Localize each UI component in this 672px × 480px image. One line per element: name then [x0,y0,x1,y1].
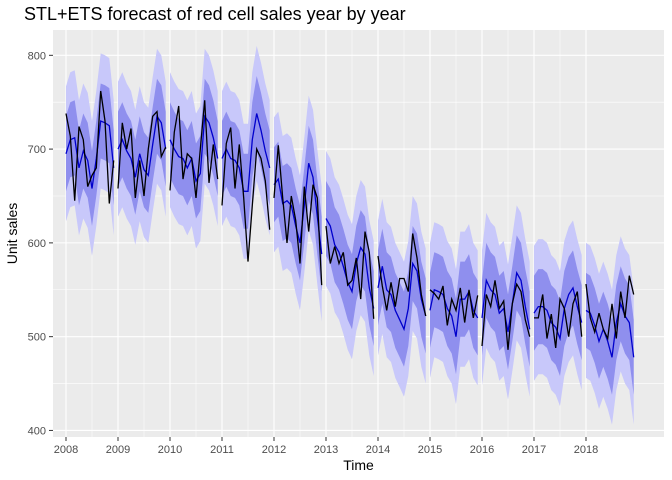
forecast-line [169,114,219,183]
y-axis-title: Unit sales [4,203,20,264]
x-tick-label: 2011 [210,444,234,456]
actual-line [117,110,167,198]
actual-line [325,225,375,319]
actual-line [273,145,323,286]
x-tick-label: 2018 [574,444,598,456]
x-tick-label: 2009 [106,444,130,456]
band-80 [66,83,114,226]
y-tick-label: 500 [28,332,46,344]
actual-line [481,280,531,350]
x-tick-label: 2016 [470,444,494,456]
forecast-line [325,218,375,309]
actual-line [585,275,635,341]
actual-line [221,127,271,262]
actual-line [377,233,427,317]
band-80 [222,76,270,229]
band-80 [534,250,582,376]
actual-line [169,100,219,198]
actual-lines [65,90,635,350]
actual-line [65,90,115,204]
chart-title: STL+ETS forecast of red cell sales year … [24,4,406,24]
band-80 [430,252,478,375]
forecast-line [377,261,427,332]
actual-line [534,291,583,348]
forecast-line [221,113,271,192]
y-tick-label: 700 [28,144,46,156]
band-80 [378,226,426,367]
x-tick-label: 2012 [262,444,286,456]
x-tick-label: 2013 [314,444,338,456]
band-80 [326,181,374,346]
forecast-line [273,163,323,255]
y-axis: 400 500 600 700 800 [28,50,53,437]
band-80 [482,235,530,370]
x-tick-label: 2014 [366,444,390,456]
forecast-line [533,286,583,342]
x-tick-label: 2008 [54,444,78,456]
x-axis: 2008 2009 2010 2011 2012 2013 2014 2015 2016 2017… [54,437,598,456]
y-tick-label: 600 [28,238,46,250]
band-80 [118,78,166,215]
y-tick-label: 800 [28,50,46,62]
x-tick-label: 2015 [418,444,442,456]
y-tick-label: 400 [28,425,46,437]
x-axis-title: Time [343,457,374,473]
prediction-bands-80 [66,76,634,395]
actual-line [429,285,479,326]
x-tick-label: 2010 [158,444,182,456]
x-tick-label: 2017 [522,444,546,456]
